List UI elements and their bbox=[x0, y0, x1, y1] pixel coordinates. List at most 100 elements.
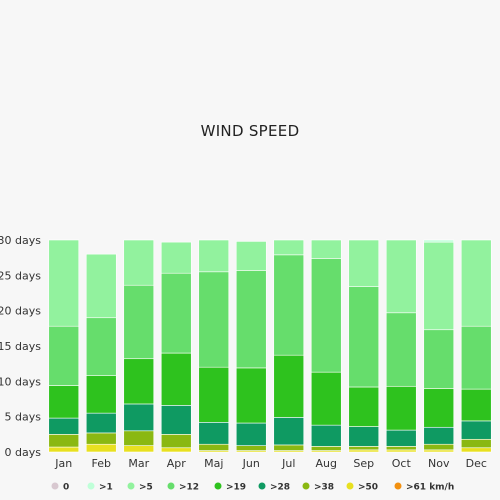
bar-segment bbox=[198, 443, 230, 451]
bar-segment bbox=[310, 371, 342, 426]
bar-segment bbox=[85, 375, 117, 414]
legend-label: >50 bbox=[358, 483, 378, 493]
bar-segment bbox=[85, 443, 117, 453]
bar-stack-dec bbox=[460, 239, 492, 453]
bar-segment bbox=[273, 239, 305, 256]
bar-segment bbox=[385, 312, 417, 387]
legend-label: >61 km/h bbox=[406, 483, 454, 493]
y-tick-label: 15 days bbox=[0, 340, 41, 353]
x-tick-label: Jan bbox=[54, 457, 72, 470]
y-tick-label: 25 days bbox=[0, 269, 41, 282]
x-tick-label: Nov bbox=[428, 457, 450, 470]
bar-segment bbox=[85, 432, 117, 445]
bar-segment bbox=[48, 385, 80, 419]
x-tick-label: Aug bbox=[316, 457, 337, 470]
x-tick-label: Mar bbox=[128, 457, 149, 470]
legend-marker bbox=[51, 482, 59, 490]
bar-segment bbox=[460, 420, 492, 440]
bar-segment bbox=[385, 239, 417, 314]
x-tick-label: Sep bbox=[353, 457, 374, 470]
bar-segment bbox=[310, 424, 342, 447]
bar-segment bbox=[385, 385, 417, 431]
bar-segment bbox=[85, 253, 117, 319]
bar-stack-jan bbox=[48, 239, 80, 453]
y-tick-label: 0 days bbox=[5, 446, 42, 459]
legend-marker bbox=[167, 482, 175, 490]
y-tick-label: 20 days bbox=[0, 305, 41, 318]
bar-segment bbox=[198, 271, 230, 368]
legend-label: >19 bbox=[226, 483, 246, 493]
bar-segment bbox=[348, 446, 380, 451]
legend-label: >12 bbox=[179, 483, 199, 493]
bar-segment bbox=[348, 386, 380, 427]
bar-stack-sep bbox=[348, 239, 380, 453]
bar-segment bbox=[235, 445, 267, 451]
bar-segment bbox=[198, 239, 230, 273]
bar-segment bbox=[198, 366, 230, 423]
bar-segment bbox=[160, 405, 192, 435]
legend-marker bbox=[346, 482, 354, 490]
legend-marker bbox=[214, 482, 222, 490]
x-tick-label: Apr bbox=[167, 457, 187, 470]
legend: 0 >1 >5 >12 >19 >28 >38 >50 >61 km/h bbox=[51, 482, 454, 493]
bar-segment bbox=[385, 449, 417, 453]
bar-segment bbox=[423, 443, 455, 451]
bar-segment bbox=[160, 241, 192, 274]
bar-segment bbox=[385, 429, 417, 447]
legend-label: 0 bbox=[63, 483, 69, 493]
x-tick-label: Jun bbox=[242, 457, 260, 470]
bar-segment bbox=[160, 272, 192, 354]
x-axis: Jan Feb Mar Apr Maj Jun Jul Aug Sep Oct Nov Dec bbox=[54, 457, 487, 470]
legend-label: >38 bbox=[314, 483, 334, 493]
bar-segment bbox=[123, 445, 155, 453]
bar-segment bbox=[123, 284, 155, 360]
bar-segment bbox=[423, 329, 455, 389]
bar-segment bbox=[348, 449, 380, 453]
bars bbox=[48, 239, 492, 453]
bar-segment bbox=[85, 317, 117, 376]
bar-segment bbox=[235, 241, 267, 271]
x-tick-label: Feb bbox=[92, 457, 111, 470]
bar-segment bbox=[460, 388, 492, 422]
bar-stack-jun bbox=[235, 241, 267, 453]
bar-segment bbox=[123, 239, 155, 286]
bar-segment bbox=[235, 270, 267, 369]
bar-segment bbox=[85, 412, 117, 434]
bar-segment bbox=[160, 434, 192, 449]
legend-marker bbox=[394, 482, 402, 490]
bar-segment bbox=[348, 286, 380, 388]
bar-segment bbox=[310, 239, 342, 259]
legend-label: >1 bbox=[99, 483, 113, 493]
legend-marker bbox=[258, 482, 266, 490]
x-tick-label: Oct bbox=[392, 457, 412, 470]
bar-segment bbox=[48, 325, 80, 386]
bar-segment bbox=[273, 354, 305, 418]
bar-stack-aug bbox=[310, 239, 342, 453]
bar-segment bbox=[48, 417, 80, 435]
bar-stack-jul bbox=[273, 239, 305, 453]
bar-segment bbox=[460, 438, 492, 449]
legend-marker bbox=[87, 482, 95, 490]
bar-segment bbox=[348, 426, 380, 447]
bar-segment bbox=[273, 417, 305, 446]
bar-segment bbox=[460, 239, 492, 327]
y-tick-label: 5 days bbox=[5, 411, 42, 424]
bar-segment bbox=[235, 367, 267, 424]
bar-segment bbox=[423, 388, 455, 428]
bar-stack-mar bbox=[123, 239, 155, 453]
bar-stack-oct bbox=[385, 239, 417, 453]
bar-segment bbox=[160, 447, 192, 453]
bar-segment bbox=[310, 258, 342, 373]
bar-segment bbox=[198, 422, 230, 445]
bar-stack-feb bbox=[85, 253, 117, 453]
legend-marker bbox=[127, 482, 135, 490]
bar-stack-apr bbox=[160, 241, 192, 453]
legend-label: >28 bbox=[270, 483, 290, 493]
x-tick-label: Jul bbox=[281, 457, 295, 470]
bar-segment bbox=[423, 426, 455, 445]
bar-segment bbox=[348, 239, 380, 287]
bar-stack-maj bbox=[198, 239, 230, 453]
y-tick-label: 10 days bbox=[0, 375, 41, 388]
x-tick-label: Maj bbox=[204, 457, 223, 470]
